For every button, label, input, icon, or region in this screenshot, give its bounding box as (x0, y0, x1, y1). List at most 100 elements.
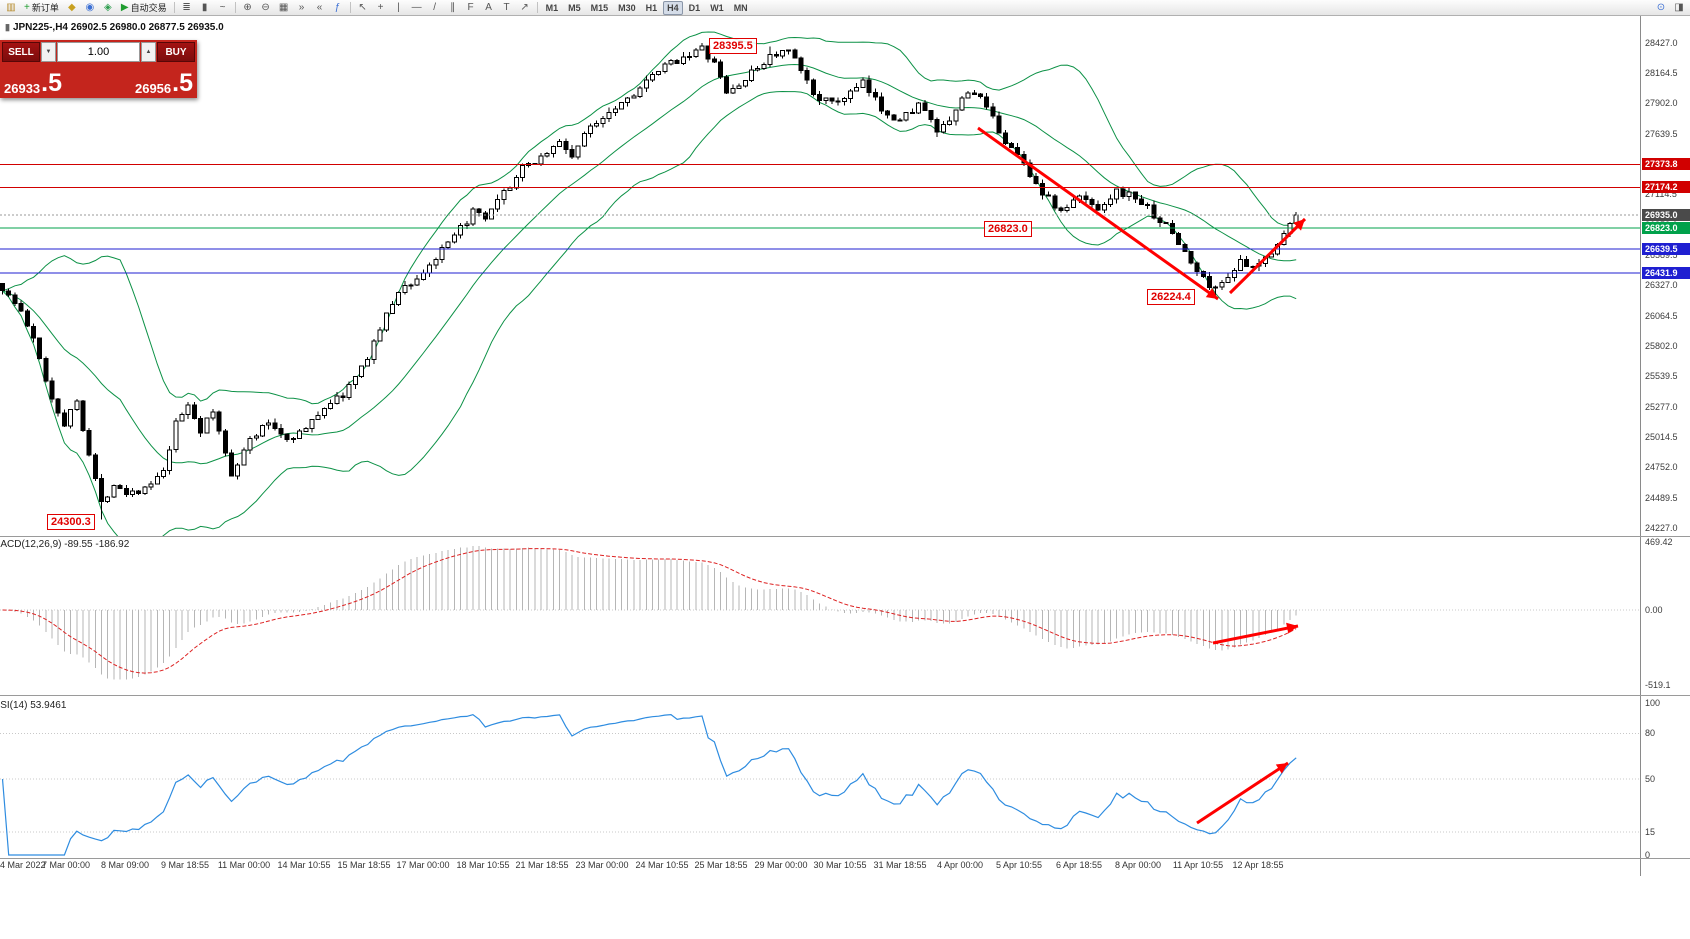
volume-dropdown-icon[interactable]: ▼ (41, 42, 56, 62)
new-chart-button[interactable]: ▥ (3, 1, 19, 15)
timeframe-h4[interactable]: H4 (663, 0, 683, 15)
bar-chart-button[interactable]: ≣ (179, 1, 195, 15)
chart-type-icon: ▮ (5, 22, 10, 32)
macd-signal-line (2, 548, 1297, 674)
help-button[interactable]: ◨ (1671, 1, 1687, 15)
horizontal-line-button[interactable]: — (409, 1, 425, 15)
text-button[interactable]: A (481, 1, 497, 15)
timeframe-m5[interactable]: M5 (568, 2, 581, 13)
ohlc-text: JPN225-,H4 26902.5 26980.0 26877.5 26935… (12, 22, 224, 33)
auto-scroll-button[interactable]: » (294, 1, 310, 15)
volume-up-icon[interactable]: ▲ (141, 42, 156, 62)
price-badge: 26823.0 (1642, 222, 1690, 234)
channel-button[interactable]: ∥ (445, 1, 461, 15)
vertical-line-button[interactable]: | (391, 1, 407, 15)
chart-shift-icon: « (316, 1, 323, 13)
zoom-in-icon: ⊕ (243, 1, 252, 13)
new-order-label: 新订单 (31, 3, 59, 13)
time-label: 5 Apr 10:55 (995, 860, 1043, 870)
new-order-button[interactable]: + 新订单 (21, 1, 62, 15)
price-scale[interactable]: 28427.028164.527902.027639.527377.027114… (1640, 16, 1690, 876)
bollinger-bands (2, 31, 1297, 536)
sell-button[interactable]: SELL (2, 42, 40, 62)
timeframe-mn[interactable]: MN (733, 2, 748, 13)
sell-price: 26933.5 (4, 69, 63, 97)
arrows-tool-button[interactable]: ↗ (517, 1, 533, 15)
candlestick-chart-button[interactable]: ▮ (197, 1, 213, 15)
candles (0, 42, 1299, 520)
line-chart-button[interactable]: ~ (215, 1, 231, 15)
price-badge: 27373.8 (1642, 158, 1690, 170)
tile-windows-button[interactable]: ▦ (276, 1, 292, 15)
macd-panel-canvas[interactable] (0, 537, 1640, 695)
crosshair-icon: + (377, 1, 384, 13)
strategy-tester-button[interactable]: ◈ (100, 1, 116, 15)
toolbar-separator (536, 2, 538, 13)
candlestick-chart-icon: ▮ (201, 1, 208, 13)
trend-arrow[interactable] (1212, 624, 1299, 645)
rsi-scale-label: 0 (1645, 850, 1651, 860)
zoom-in-button[interactable]: ⊕ (240, 1, 256, 15)
price-scale-label: 27639.5 (1645, 129, 1678, 139)
chart-ohlc-label: ▮ JPN225-,H4 26902.5 26980.0 26877.5 2693… (5, 22, 224, 33)
timeframe-m30[interactable]: M30 (618, 2, 636, 13)
crosshair-button[interactable]: + (373, 1, 389, 15)
trend-arrow-head (1205, 288, 1218, 299)
cursor-button[interactable]: ↖ (355, 1, 371, 15)
trend-arrow[interactable] (1228, 217, 1307, 295)
zoom-out-button[interactable]: ⊖ (258, 1, 274, 15)
auto-scroll-icon: » (298, 1, 305, 13)
time-label: 30 Mar 10:55 (813, 860, 867, 870)
time-label: 24 Mar 10:55 (635, 860, 689, 870)
rsi-panel-canvas[interactable] (0, 696, 1640, 858)
price-chart-canvas[interactable] (0, 16, 1640, 536)
new-order-icon: + (24, 1, 30, 13)
timeframe-d1[interactable]: D1 (688, 2, 701, 13)
timeframe-w1[interactable]: W1 (710, 2, 724, 13)
price-scale-label: 26064.5 (1645, 311, 1678, 321)
timeframe-m15[interactable]: M15 (590, 2, 609, 13)
annotation-high-price[interactable]: 28395.5 (709, 38, 757, 54)
rsi-label: RSI(14) 53.9461 (0, 700, 67, 711)
panel-divider[interactable] (0, 695, 1690, 696)
trendline-button[interactable]: / (427, 1, 443, 15)
volume-input[interactable] (57, 42, 140, 62)
trend-arrow[interactable] (1196, 761, 1289, 825)
buy-price: 26956.5 (135, 71, 193, 96)
search-button[interactable]: ⊙ (1653, 1, 1669, 15)
help-icon: ◨ (1674, 1, 1684, 13)
market-watch-button[interactable]: ◉ (82, 1, 98, 15)
autotrading-icon: ▶ (120, 1, 129, 13)
price-scale-label: 25539.5 (1645, 371, 1678, 381)
profiles-icon: ◆ (68, 1, 76, 13)
time-label: 8 Apr 00:00 (1114, 860, 1162, 870)
price-scale-label: 25277.0 (1645, 402, 1678, 412)
trendline-icon: / (433, 1, 436, 13)
time-label: 21 Mar 18:55 (515, 860, 569, 870)
indicators-button[interactable]: ƒ (330, 1, 346, 15)
profiles-button[interactable]: ◆ (64, 1, 80, 15)
panel-divider[interactable] (0, 536, 1690, 537)
rsi-scale-label: 100 (1645, 698, 1661, 708)
chart-shift-button[interactable]: « (312, 1, 328, 15)
fibonacci-button[interactable]: F (463, 1, 479, 15)
time-label: 25 Mar 18:55 (694, 860, 748, 870)
autotrading-button[interactable]: ▶ 自动交易 (118, 1, 170, 15)
annotation-bottom-price[interactable]: 24300.3 (47, 514, 95, 530)
price-badge: 27174.2 (1642, 181, 1690, 193)
trend-arrow[interactable] (977, 126, 1219, 301)
toolbar-separator (173, 2, 175, 13)
time-label: 11 Apr 10:55 (1172, 860, 1224, 870)
time-label: 9 Mar 18:55 (160, 860, 210, 870)
strategy-tester-icon: ◈ (104, 1, 112, 13)
price-badge: 26935.0 (1642, 209, 1690, 221)
sell-price-big: .5 (41, 69, 63, 97)
buy-button[interactable]: BUY (157, 42, 195, 62)
timeframe-h1[interactable]: H1 (645, 2, 658, 13)
annotation-entry-price[interactable]: 26823.0 (984, 221, 1032, 237)
text-label-button[interactable]: T (499, 1, 515, 15)
time-axis[interactable]: 4 Mar 2022 7 Mar 00:00 8 Mar 09:00 9 Mar 18… (0, 860, 1640, 874)
timeframe-m1[interactable]: M1 (545, 2, 559, 13)
annotation-low-price[interactable]: 26224.4 (1147, 289, 1195, 305)
time-label: 29 Mar 00:00 (754, 860, 808, 870)
